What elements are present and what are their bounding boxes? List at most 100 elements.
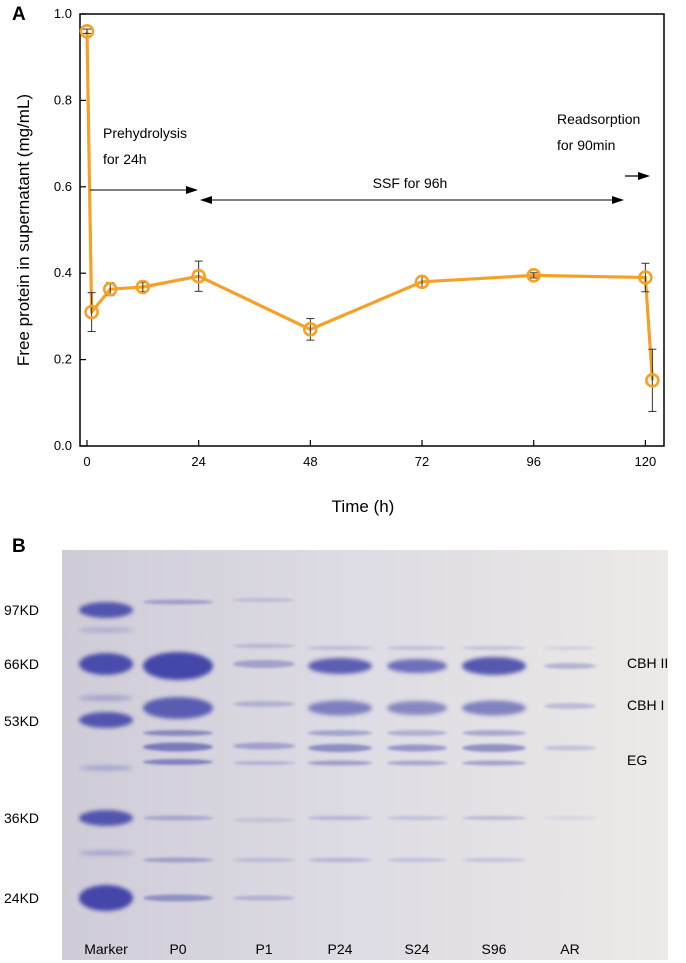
- gel-band: [143, 697, 213, 719]
- marker-label-66kd: 66KD: [4, 656, 39, 672]
- gel-band: [79, 602, 133, 618]
- gel-bands: [79, 598, 596, 911]
- gel-band: [233, 598, 295, 602]
- gel-band: [143, 742, 213, 752]
- gel-band: [233, 660, 295, 668]
- gel-band: [544, 703, 596, 709]
- y-tick-label: 0.8: [54, 92, 72, 107]
- gel-band: [79, 695, 133, 701]
- band-label-cbh2: CBH II: [627, 655, 668, 671]
- gel-band: [308, 744, 372, 752]
- gel-band: [79, 653, 133, 675]
- gel-band: [387, 760, 447, 766]
- gel-band: [143, 857, 213, 863]
- gel-band: [387, 659, 447, 673]
- gel-band: [308, 858, 372, 862]
- series-group: [79, 23, 660, 412]
- gel-band: [79, 810, 133, 826]
- data-point: [84, 304, 99, 320]
- gel-band: [233, 701, 295, 707]
- x-tick-label: 72: [415, 454, 429, 469]
- gel-band: [462, 816, 526, 820]
- gel-band: [387, 816, 447, 820]
- gel-band: [233, 858, 295, 862]
- lane-label-s24: S24: [405, 941, 430, 957]
- arrow-prehydrolysis-head: [186, 186, 198, 194]
- gel-band: [143, 759, 213, 765]
- data-point: [645, 373, 660, 388]
- x-tick-label: 96: [526, 454, 540, 469]
- marker-label-36kd: 36KD: [4, 810, 39, 826]
- y-tick-label: 0.4: [54, 265, 72, 280]
- data-point: [191, 268, 206, 284]
- gel-band: [143, 894, 213, 902]
- gel-band: [79, 885, 133, 911]
- lane-label-p1: P1: [255, 941, 272, 957]
- y-tick-label: 0.2: [54, 352, 72, 367]
- gel-band: [79, 850, 133, 856]
- y-tick-label: 1.0: [54, 6, 72, 21]
- arrow-readsorption-head: [638, 172, 650, 180]
- gel-background: [62, 550, 668, 960]
- gel-band: [462, 760, 526, 766]
- gel-band: [233, 895, 295, 901]
- x-tick-label: 0: [83, 454, 90, 469]
- lane-label-s96: S96: [482, 941, 507, 957]
- x-tick-label: 120: [635, 454, 657, 469]
- gel-band: [387, 730, 447, 736]
- gel-band: [462, 744, 526, 752]
- arrow-ssf-head-left: [200, 196, 212, 204]
- marker-label-97kd: 97KD: [4, 602, 39, 618]
- panel-letter-b: B: [12, 536, 26, 557]
- y-tick-label: 0.0: [54, 438, 72, 453]
- gel-band: [387, 646, 447, 650]
- gel-band: [308, 730, 372, 736]
- gel-band: [462, 657, 526, 675]
- gel-band: [233, 761, 295, 765]
- data-point: [638, 270, 653, 285]
- gel-band: [79, 627, 133, 633]
- y-axis-ticks: 0.0 0.2 0.4 0.6 0.8 1.0: [54, 6, 86, 453]
- gel-band: [143, 652, 213, 680]
- band-label-cbh1: CBH I: [627, 697, 664, 713]
- annotation-readsorption-line2: for 90min: [557, 137, 615, 153]
- data-point: [102, 281, 118, 297]
- gel-band: [233, 644, 295, 648]
- data-point: [303, 322, 318, 337]
- series-line: [85, 31, 654, 381]
- data-point: [414, 274, 430, 290]
- y-tick-label: 0.6: [54, 179, 72, 194]
- gel-band: [462, 730, 526, 736]
- gel-band: [308, 760, 372, 766]
- data-point: [135, 279, 151, 295]
- gel-band: [233, 818, 295, 822]
- annotation-prehydrolysis-line1: Prehydrolysis: [103, 125, 187, 141]
- gel-band: [462, 700, 526, 716]
- x-tick-label: 24: [191, 454, 205, 469]
- annotation-prehydrolysis-line2: for 24h: [103, 151, 147, 167]
- data-point: [79, 23, 95, 39]
- marker-label-53kd: 53KD: [4, 713, 39, 729]
- gel-band: [308, 658, 372, 674]
- panel-letter-a: A: [12, 4, 26, 25]
- gel-band: [387, 744, 447, 752]
- x-axis-label: Time (h): [332, 497, 395, 516]
- arrow-ssf-head-right: [612, 196, 624, 204]
- gel-band: [308, 816, 372, 820]
- gel-band: [462, 646, 526, 650]
- lane-label-ar: AR: [560, 941, 579, 957]
- gel-band: [143, 599, 213, 605]
- gel-band: [544, 745, 596, 751]
- chart-panel-a: A 0.0 0.2 0.4 0.6 0.8 1.0 0 24 48 72 96 120 Free p…: [12, 4, 665, 516]
- gel-band: [143, 815, 213, 821]
- gel-band: [387, 701, 447, 715]
- x-tick-label: 48: [303, 454, 317, 469]
- gel-band: [462, 858, 526, 862]
- gel-band: [308, 646, 372, 650]
- annotation-ssf: SSF for 96h: [373, 175, 448, 191]
- gel-band: [308, 700, 372, 716]
- marker-label-24kd: 24KD: [4, 890, 39, 906]
- y-axis-label: Free protein in supernatant (mg/mL): [14, 94, 33, 366]
- gel-band: [233, 742, 295, 750]
- lane-label-p0: P0: [169, 941, 186, 957]
